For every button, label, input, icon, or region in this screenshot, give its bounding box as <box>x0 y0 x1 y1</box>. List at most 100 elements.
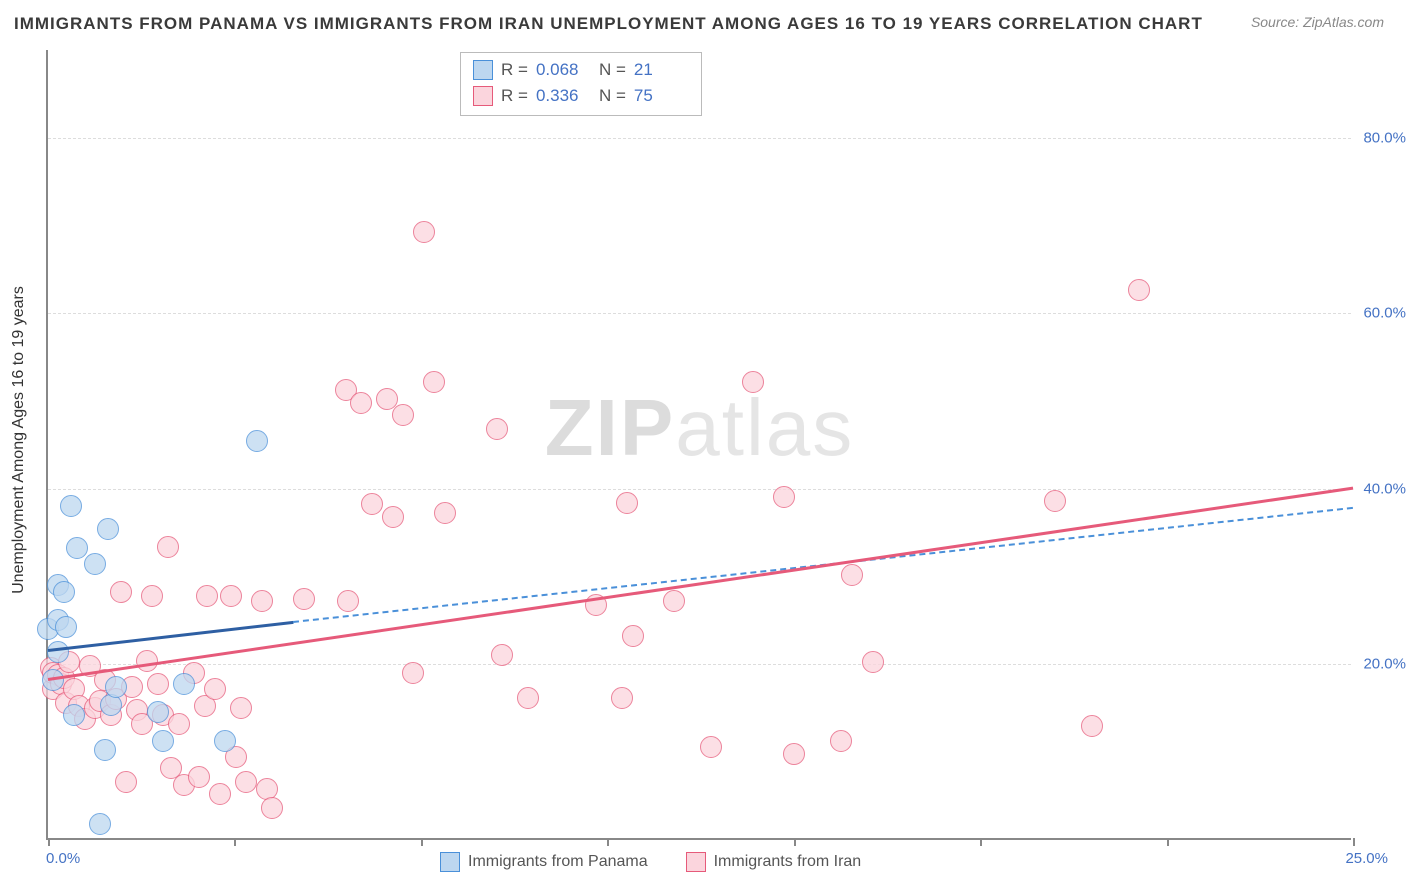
scatter-point <box>220 585 242 607</box>
scatter-point <box>517 687 539 709</box>
scatter-point <box>141 585 163 607</box>
scatter-point <box>94 739 116 761</box>
scatter-point <box>63 704 85 726</box>
gridline <box>48 489 1351 490</box>
scatter-point <box>616 492 638 514</box>
stats-row-panama: R = 0.068 N = 21 <box>473 57 689 83</box>
scatter-point <box>53 581 75 603</box>
source-name: ZipAtlas.com <box>1303 14 1384 30</box>
scatter-point <box>246 430 268 452</box>
legend-label-panama: Immigrants from Panama <box>468 853 648 871</box>
scatter-point <box>434 502 456 524</box>
scatter-point <box>1081 715 1103 737</box>
r-label: R = <box>501 86 528 106</box>
scatter-point <box>392 404 414 426</box>
chart-title: IMMIGRANTS FROM PANAMA VS IMMIGRANTS FRO… <box>14 14 1203 34</box>
scatter-point <box>251 590 273 612</box>
r-label: R = <box>501 60 528 80</box>
source-label: Source: <box>1251 14 1303 30</box>
correlation-stats-box: R = 0.068 N = 21 R = 0.336 N = 75 <box>460 52 702 116</box>
scatter-point <box>337 590 359 612</box>
x-tick <box>980 838 982 846</box>
gridline <box>48 313 1351 314</box>
legend: Immigrants from Panama Immigrants from I… <box>440 852 861 872</box>
scatter-point <box>361 493 383 515</box>
legend-swatch-iran <box>686 852 706 872</box>
watermark-light: atlas <box>675 383 854 472</box>
scatter-point <box>841 564 863 586</box>
scatter-point <box>66 537 88 559</box>
scatter-point <box>261 797 283 819</box>
scatter-point <box>209 783 231 805</box>
y-tick-label: 60.0% <box>1363 305 1406 322</box>
scatter-point <box>173 673 195 695</box>
scatter-point <box>293 588 315 610</box>
y-tick-label: 20.0% <box>1363 656 1406 673</box>
x-tick <box>421 838 423 846</box>
scatter-point <box>47 641 69 663</box>
scatter-point <box>110 581 132 603</box>
scatter-point <box>204 678 226 700</box>
scatter-point <box>136 650 158 672</box>
y-tick-label: 80.0% <box>1363 129 1406 146</box>
y-tick-label: 40.0% <box>1363 480 1406 497</box>
scatter-point <box>55 616 77 638</box>
chart-plot-area: ZIPatlas 20.0%40.0%60.0%80.0% <box>46 50 1351 840</box>
scatter-point <box>196 585 218 607</box>
scatter-point <box>1128 279 1150 301</box>
x-axis-min-label: 0.0% <box>46 850 80 867</box>
n-value-iran: 75 <box>634 86 689 106</box>
scatter-point <box>168 713 190 735</box>
watermark-bold: ZIP <box>545 383 675 472</box>
scatter-point <box>862 651 884 673</box>
stats-row-iran: R = 0.336 N = 75 <box>473 83 689 109</box>
scatter-point <box>663 590 685 612</box>
scatter-point <box>611 687 633 709</box>
scatter-point <box>89 813 111 835</box>
legend-item-panama: Immigrants from Panama <box>440 852 648 872</box>
scatter-point <box>157 536 179 558</box>
legend-swatch-panama <box>440 852 460 872</box>
scatter-point <box>235 771 257 793</box>
r-value-iran: 0.336 <box>536 86 591 106</box>
scatter-point <box>830 730 852 752</box>
n-value-panama: 21 <box>634 60 689 80</box>
scatter-point <box>60 495 82 517</box>
trend-line <box>48 486 1353 680</box>
scatter-point <box>84 553 106 575</box>
n-label: N = <box>599 60 626 80</box>
gridline <box>48 138 1351 139</box>
scatter-point <box>413 221 435 243</box>
swatch-panama <box>473 60 493 80</box>
scatter-point <box>105 676 127 698</box>
swatch-iran <box>473 86 493 106</box>
x-tick <box>234 838 236 846</box>
x-tick <box>794 838 796 846</box>
scatter-point <box>350 392 372 414</box>
x-axis-max-label: 25.0% <box>1345 850 1388 867</box>
scatter-point <box>97 518 119 540</box>
y-axis-title: Unemployment Among Ages 16 to 19 years <box>10 286 28 594</box>
legend-label-iran: Immigrants from Iran <box>714 853 862 871</box>
scatter-point <box>1044 490 1066 512</box>
scatter-point <box>742 371 764 393</box>
legend-item-iran: Immigrants from Iran <box>686 852 862 872</box>
scatter-point <box>783 743 805 765</box>
scatter-point <box>773 486 795 508</box>
n-label: N = <box>599 86 626 106</box>
scatter-point <box>491 644 513 666</box>
scatter-point <box>147 701 169 723</box>
x-tick <box>607 838 609 846</box>
scatter-point <box>700 736 722 758</box>
scatter-point <box>152 730 174 752</box>
r-value-panama: 0.068 <box>536 60 591 80</box>
x-tick <box>48 838 50 846</box>
scatter-point <box>382 506 404 528</box>
x-tick <box>1167 838 1169 846</box>
scatter-point <box>188 766 210 788</box>
scatter-point <box>486 418 508 440</box>
scatter-point <box>622 625 644 647</box>
scatter-point <box>423 371 445 393</box>
watermark: ZIPatlas <box>545 382 854 474</box>
gridline <box>48 664 1351 665</box>
